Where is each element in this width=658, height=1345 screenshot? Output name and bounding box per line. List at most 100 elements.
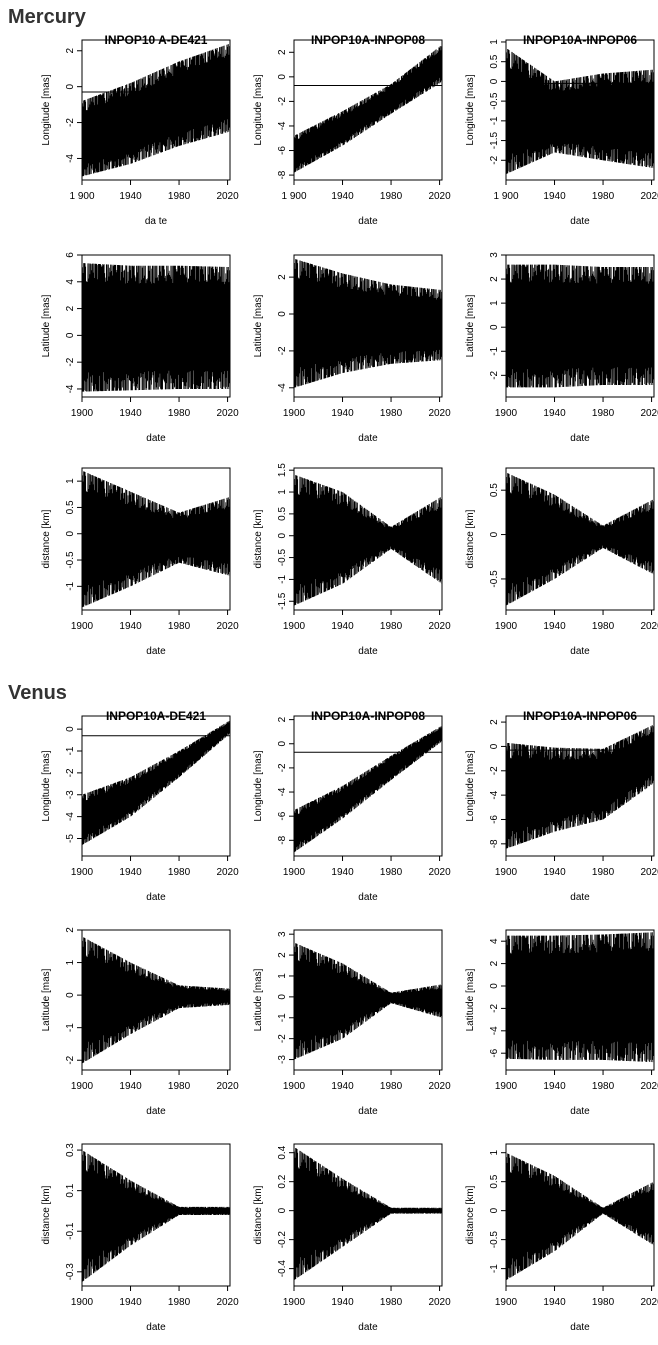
y-tick-label: -6 (277, 811, 288, 820)
panel-title: INPOP10A-INPOP06 (523, 709, 637, 723)
y-tick-label: 1 (277, 973, 288, 979)
y-tick-label: 0 (277, 741, 288, 747)
data-series-line (293, 258, 443, 388)
x-axis-title: date (146, 1322, 166, 1333)
y-tick-label: -4 (489, 1026, 500, 1035)
y-tick-label: 0 (65, 992, 76, 998)
y-tick-label: 3 (489, 252, 500, 258)
x-axis-title: date (358, 216, 378, 227)
x-tick-label: 1980 (168, 621, 191, 632)
x-tick-label: 1980 (592, 191, 615, 202)
x-axis-title: date (358, 646, 378, 657)
x-tick-label: 1940 (119, 408, 142, 419)
x-tick-label: 2020 (216, 867, 239, 878)
x-tick-label: 1940 (119, 621, 142, 632)
y-tick-label: 0 (277, 1207, 288, 1213)
x-tick-label: 2020 (428, 191, 451, 202)
x-tick-label: 1900 (283, 1081, 306, 1092)
x-axis-title: date (570, 1106, 590, 1117)
y-tick-label: 0 (489, 1207, 500, 1213)
x-tick-label: 1980 (168, 867, 191, 878)
data-series-line (81, 470, 231, 608)
x-tick-label: 2020 (640, 621, 658, 632)
data-series-line (81, 263, 231, 392)
x-tick-label: 1900 (283, 621, 306, 632)
x-tick-label: 1980 (168, 1081, 191, 1092)
x-tick-label: 2020 (640, 408, 658, 419)
y-tick-label: -1 (277, 1013, 288, 1022)
y-tick-label: -8 (277, 835, 288, 844)
data-series-line (505, 264, 655, 388)
x-tick-label: 1940 (119, 1297, 142, 1308)
x-tick-label: 1940 (543, 867, 566, 878)
y-tick-label: 0 (65, 531, 76, 537)
y-tick-label: 0 (277, 74, 288, 80)
y-tick-label: 0.5 (277, 506, 288, 520)
y-tick-label: 0 (65, 83, 76, 89)
data-series-line (293, 46, 443, 173)
panel-mercury-r2-c3: -2 -1 0 1 2 3 1900 1940 1980 2020 date Latitude [ma… (465, 252, 658, 444)
y-tick-label: -8 (277, 170, 288, 179)
x-tick-label: 1980 (592, 408, 615, 419)
panel-venus-r3-c2: -0.4 -0.2 0 0.2 0.4 1900 1940 1980 2020 date dista… (253, 1143, 451, 1333)
y-tick-label: -2 (277, 1034, 288, 1043)
y-axis-title: Latitude [mas] (465, 294, 476, 357)
y-tick-label: -2 (277, 763, 288, 772)
x-tick-label: 1940 (331, 1297, 354, 1308)
y-tick-label: 2 (489, 719, 500, 725)
x-tick-label: 2020 (428, 621, 451, 632)
y-tick-label: -3 (277, 1055, 288, 1064)
x-tick-label: 1940 (543, 191, 566, 202)
y-tick-label: -2 (489, 1004, 500, 1013)
y-tick-label: 0.5 (489, 483, 500, 497)
y-tick-label: 0 (277, 994, 288, 1000)
panel-mercury-r1-c2: -8 -6 -4 -2 0 2 1 900 1940 1980 2020 date Longitude… (253, 33, 451, 227)
data-series-line (81, 44, 231, 177)
y-tick-label: -2 (489, 370, 500, 379)
y-axis-title: Latitude [mas] (41, 968, 52, 1031)
data-series-line (505, 932, 655, 1063)
x-tick-label: 1980 (380, 408, 403, 419)
y-tick-label: -2 (489, 155, 500, 164)
y-tick-label: 0 (277, 311, 288, 317)
x-axis-title: da te (145, 216, 168, 227)
y-tick-label: 0.1 (65, 1183, 76, 1197)
y-tick-label: 1.5 (277, 463, 288, 477)
x-axis-title: date (358, 1106, 378, 1117)
data-series-line (81, 1150, 231, 1282)
y-tick-label: -8 (489, 839, 500, 848)
y-axis-title: Longitude [mas] (465, 750, 476, 821)
y-axis-title: distance [km] (41, 1185, 52, 1244)
x-tick-label: 2020 (216, 1297, 239, 1308)
x-tick-label: 1900 (495, 621, 518, 632)
data-series-line (293, 474, 443, 606)
panel-mercury-r3-c1: -1 -0.5 0 0.5 1 1900 1940 1980 2020 date distance … (41, 467, 239, 657)
x-tick-label: 1980 (380, 191, 403, 202)
x-tick-label: 2020 (216, 1081, 239, 1092)
panel-venus-r3-c1: -0.3 -0.1 0.1 0.3 1900 1940 1980 2020 date distan… (41, 1143, 239, 1333)
y-tick-label: 0 (489, 743, 500, 749)
y-tick-label: -0.2 (277, 1231, 288, 1249)
x-tick-label: 2020 (640, 191, 658, 202)
y-axis-title: distance [km] (465, 1185, 476, 1244)
x-tick-label: 1900 (495, 867, 518, 878)
y-tick-label: -0.5 (277, 549, 288, 567)
panel-venus-r3-c3: -1 -0.5 0 0.5 1 1900 1940 1980 2020 date distance … (465, 1143, 658, 1333)
x-axis-title: date (358, 433, 378, 444)
y-tick-label: -1 (489, 346, 500, 355)
data-series-line (293, 726, 443, 853)
x-tick-label: 1940 (119, 867, 142, 878)
x-tick-label: 1940 (331, 867, 354, 878)
y-tick-label: -1 (277, 575, 288, 584)
x-tick-label: 1900 (495, 1297, 518, 1308)
data-series-line (293, 1146, 443, 1281)
y-axis-title: Latitude [mas] (465, 968, 476, 1031)
data-series-line (81, 721, 231, 845)
x-tick-label: 1940 (543, 408, 566, 419)
venus-section-title: Venus (8, 682, 67, 704)
y-tick-label: 0.5 (489, 54, 500, 68)
y-tick-label: -5 (65, 834, 76, 843)
y-tick-label: 2 (489, 960, 500, 966)
x-tick-label: 1940 (543, 1297, 566, 1308)
panel-mercury-r1-c1: -4 -2 0 2 1 900 1940 1980 2020 da te Longitude [m… (41, 33, 239, 227)
